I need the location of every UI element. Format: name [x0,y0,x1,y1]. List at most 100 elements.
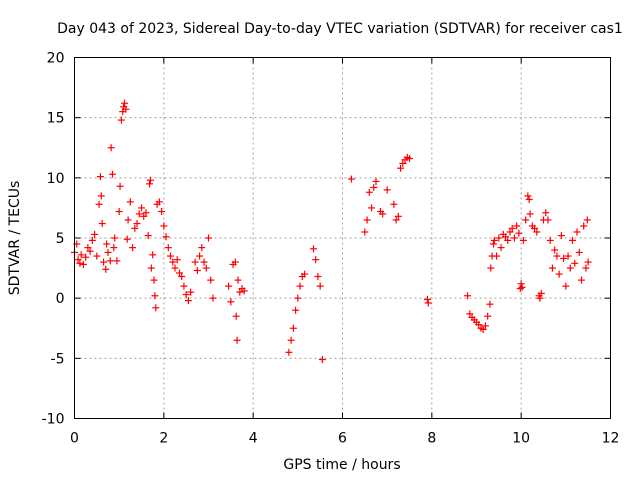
x-tick-labels: 0 2 4 6 8 10 12 [70,431,619,447]
data-point [577,276,585,284]
data-point [126,198,134,206]
data-point [133,220,141,228]
data-point [312,256,320,264]
data-point [146,180,154,188]
data-point [553,252,561,260]
data-point [573,228,581,236]
data-point [117,116,125,124]
data-point [379,210,387,218]
data-point [548,264,556,272]
data-point [517,280,525,288]
x-tick-label: 0 [70,431,79,447]
y-tick-label: 5 [56,231,65,247]
data-point [167,252,175,260]
data-point [100,258,108,266]
data-point [158,208,166,216]
grid-lines [74,57,611,419]
data-point [569,236,577,244]
data-point [555,270,563,278]
x-tick-label: 8 [427,431,436,447]
x-tick-label: 4 [249,431,258,447]
data-point [294,294,302,302]
data-point [544,216,552,224]
plot-frame [74,57,611,419]
data-point [233,336,241,344]
data-point [582,264,590,272]
data-point [231,258,239,266]
data-point [77,251,85,259]
data-point [481,322,489,330]
data-point [240,287,248,295]
data-point [394,212,402,220]
data-point [171,264,179,272]
data-point [123,235,131,243]
data-point [146,176,154,184]
data-point [318,356,326,364]
data-point [225,282,233,290]
data-point [510,234,518,242]
y-tick-label: -10 [42,412,65,428]
data-point [173,256,181,264]
data-point [551,246,559,254]
y-tick-label: 20 [47,51,65,67]
data-point [347,175,355,183]
data-point [464,292,472,300]
data-point [103,240,111,248]
data-point [368,204,376,212]
data-point [182,291,190,299]
data-point [546,236,554,244]
data-point [150,276,158,284]
data-point [131,224,139,232]
data-point [575,248,583,256]
data-point [234,276,242,284]
data-point [487,264,495,272]
data-point [178,273,186,281]
data-point [82,253,90,261]
data-point [227,298,235,306]
data-point [497,244,505,252]
data-point [314,273,322,281]
data-point [383,186,391,194]
data-point [365,188,373,196]
data-point [316,282,324,290]
data-point [151,292,159,300]
data-point [519,236,527,244]
data-point [513,222,521,230]
data-point [91,230,99,238]
data-point [160,222,168,230]
x-axis-label: GPS time / hours [283,457,400,473]
data-point [144,232,152,240]
data-point [490,236,498,244]
data-point [361,228,369,236]
data-point [111,234,119,242]
data-point [107,144,115,152]
data-point [93,252,101,260]
data-point [86,247,94,255]
axis-ticks [74,57,611,419]
data-point [164,244,172,252]
data-point [486,300,494,308]
data-point [207,276,215,284]
data-point [140,212,148,220]
data-point [515,229,523,237]
data-point [533,228,541,236]
y-tick-label: 0 [56,291,65,307]
data-point [372,177,380,185]
data-point [423,295,431,303]
data-point [424,299,432,307]
data-point [537,289,545,297]
chart-title: Day 043 of 2023, Sidereal Day-to-day VTE… [57,21,623,37]
data-point [506,228,514,236]
data-point [175,269,183,277]
data-point [301,270,309,278]
data-point [287,336,295,344]
data-point [285,348,293,356]
data-point [180,282,188,290]
data-point [232,312,240,320]
data-point [566,264,574,272]
data-point [502,233,510,241]
data-point [489,240,497,248]
data-points [71,99,592,364]
data-point [74,256,82,264]
data-point [504,236,512,244]
